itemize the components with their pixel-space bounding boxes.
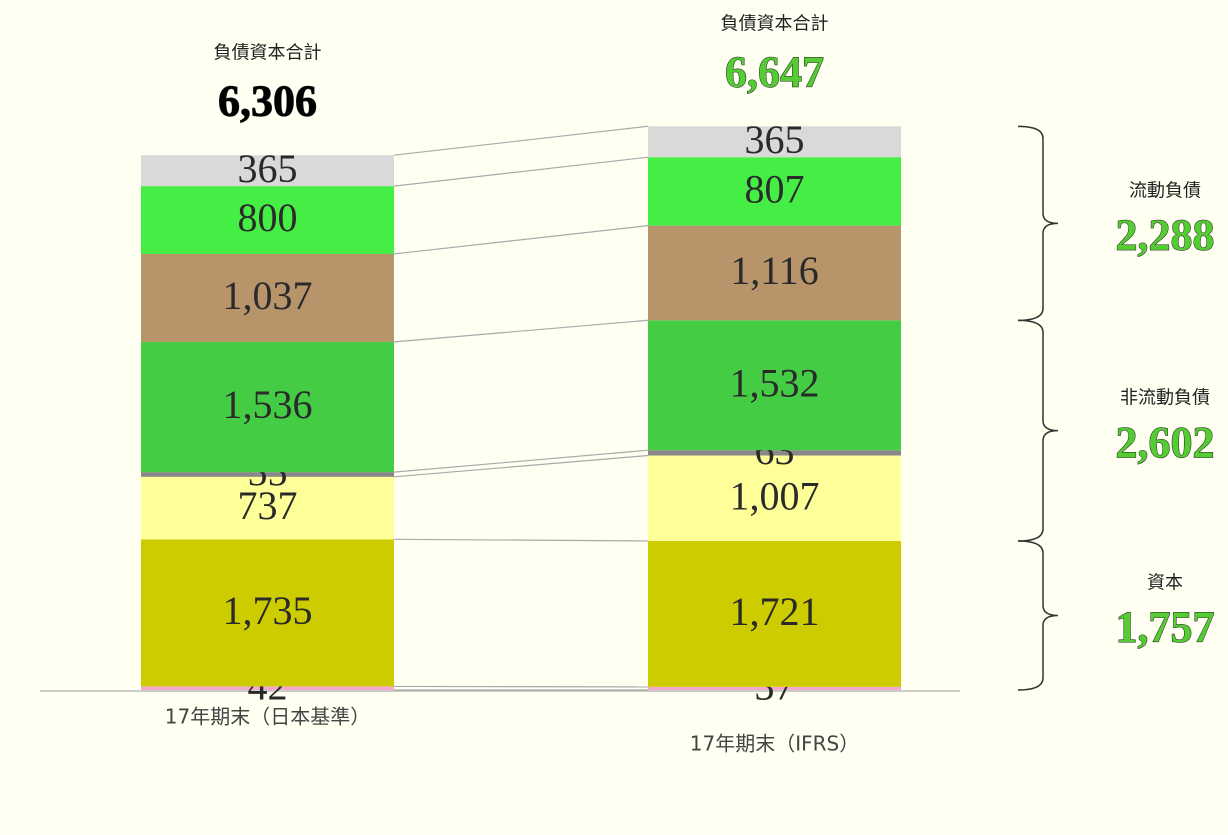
- bar-segment: [141, 341, 394, 473]
- bracket-name: 非流動負債: [1120, 388, 1210, 409]
- bar-segment: [141, 155, 394, 187]
- bar-segment: [141, 539, 394, 687]
- connector: [393, 454, 649, 478]
- value-label: 1,735: [223, 588, 313, 633]
- connector: [393, 156, 649, 187]
- total-value: 6,306: [218, 76, 317, 125]
- value-label: 807: [745, 167, 805, 212]
- connector: [393, 319, 649, 343]
- value-label: 1,536: [223, 382, 313, 427]
- total-title: 負債資本合計: [721, 13, 829, 34]
- bar-segment: [141, 472, 394, 477]
- bar-segment: [648, 450, 901, 456]
- bar-segment: [648, 686, 901, 690]
- bracket-value: 2,602: [1116, 418, 1215, 467]
- total-title: 負債資本合計: [214, 42, 322, 63]
- bar-segment: [648, 157, 901, 226]
- connector: [393, 538, 649, 542]
- bracket-name: 流動負債: [1129, 180, 1201, 201]
- bar-segment: [648, 540, 901, 687]
- bracket: [1017, 540, 1059, 691]
- bar-segment: [141, 186, 394, 254]
- bar-segment: [648, 126, 901, 158]
- connector: [393, 449, 649, 473]
- connector: [393, 225, 649, 255]
- value-label: 1,721: [730, 589, 820, 634]
- value-label: 800: [238, 195, 298, 240]
- bracket-name: 資本: [1147, 573, 1183, 594]
- bar-segment: [648, 225, 901, 321]
- total-value: 6,647: [725, 47, 824, 96]
- bracket-value: 1,757: [1116, 603, 1215, 652]
- connector: [393, 125, 649, 156]
- bar-segment: [141, 253, 394, 342]
- bracket-value: 2,288: [1116, 210, 1215, 259]
- value-label: 1,532: [730, 360, 820, 405]
- bracket: [1017, 319, 1059, 542]
- bar-segment: [648, 320, 901, 451]
- bar-segment: [141, 686, 394, 690]
- value-label: 1,037: [223, 273, 313, 318]
- bar-segment: [648, 455, 901, 541]
- x-tick-label: 17年期末（日本基準）: [165, 705, 370, 729]
- x-tick-label: 17年期末（IFRS）: [690, 732, 859, 756]
- value-label: 365: [745, 117, 805, 162]
- bar-segment: [141, 476, 394, 540]
- value-label: 365: [238, 146, 298, 191]
- value-label: 1,007: [730, 473, 820, 518]
- value-label: 1,116: [730, 248, 819, 293]
- bracket: [1017, 125, 1059, 322]
- value-label: 737: [238, 483, 298, 528]
